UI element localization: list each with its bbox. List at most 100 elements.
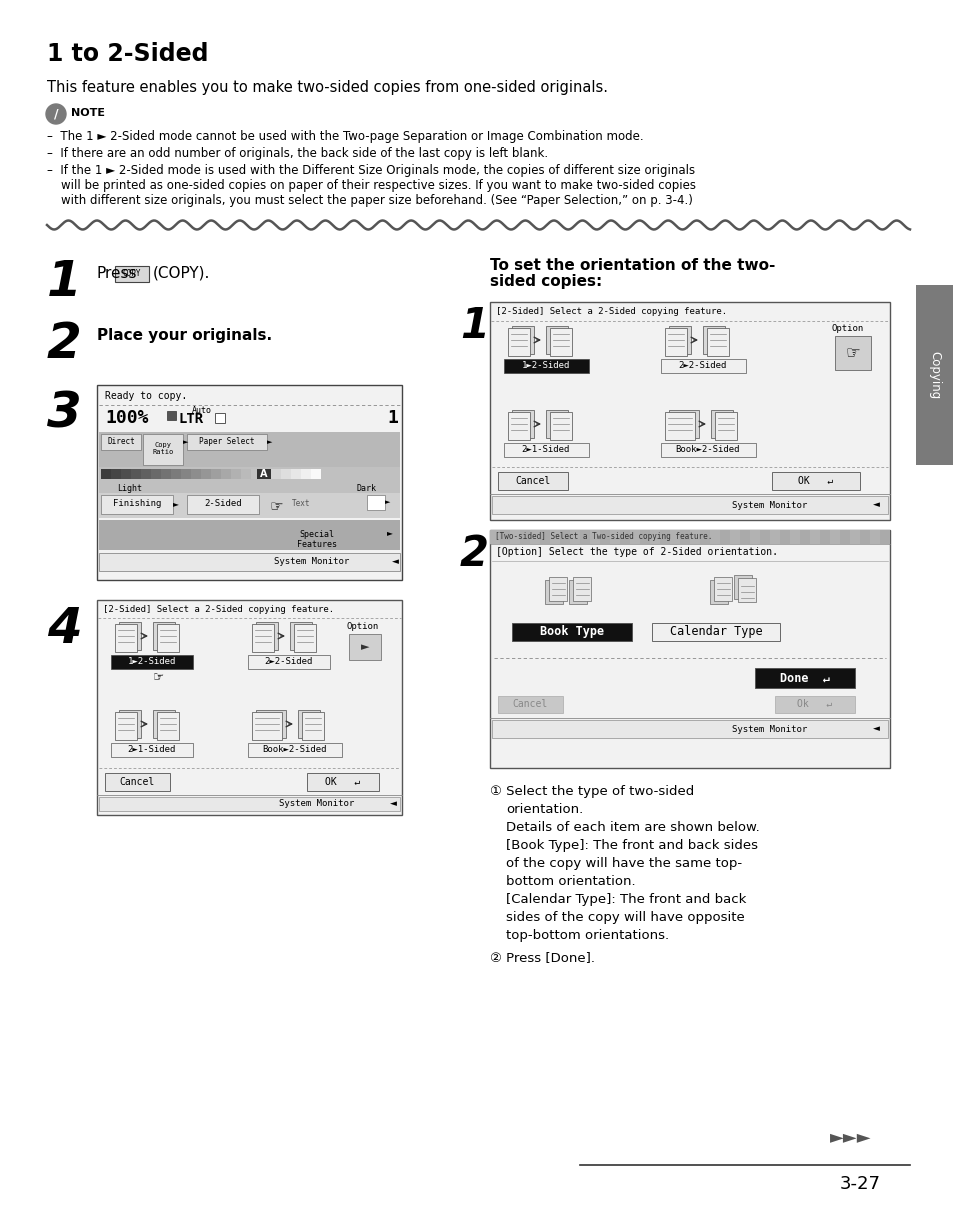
Bar: [115, 625, 137, 652]
Bar: [545, 410, 567, 438]
Bar: [297, 710, 319, 737]
Text: [Two-sided] Select a Two-sided copying feature.: [Two-sided] Select a Two-sided copying f…: [495, 533, 712, 541]
Bar: [111, 655, 193, 669]
Bar: [191, 469, 201, 479]
Text: Paper Select: Paper Select: [199, 438, 254, 447]
Text: 3: 3: [47, 390, 82, 438]
Bar: [101, 494, 172, 514]
Bar: [714, 412, 737, 440]
Text: Book Type: Book Type: [539, 626, 603, 638]
Bar: [187, 494, 258, 514]
Bar: [151, 469, 161, 479]
Text: COPY: COPY: [123, 270, 141, 279]
Text: ① Select the type of two-sided: ① Select the type of two-sided: [490, 785, 694, 798]
Text: Ready to copy.: Ready to copy.: [105, 391, 187, 401]
Bar: [709, 580, 727, 604]
Text: ►: ►: [360, 642, 369, 652]
Text: 2-Sided: 2-Sided: [204, 499, 241, 508]
Text: Details of each item are shown below.: Details of each item are shown below.: [505, 821, 759, 834]
Text: bottom orientation.: bottom orientation.: [505, 875, 635, 888]
Text: 2: 2: [47, 320, 82, 368]
Bar: [157, 625, 179, 652]
Bar: [141, 469, 151, 479]
Bar: [512, 623, 631, 640]
Bar: [119, 622, 141, 650]
Text: 2►1-Sided: 2►1-Sided: [128, 746, 176, 755]
Bar: [710, 410, 732, 438]
Text: 1►2-Sided: 1►2-Sided: [128, 658, 176, 666]
Bar: [490, 530, 889, 768]
Bar: [281, 469, 291, 479]
Bar: [121, 469, 131, 479]
Text: [2-Sided] Select a 2-Sided copying feature.: [2-Sided] Select a 2-Sided copying featu…: [496, 307, 726, 317]
Bar: [492, 496, 887, 514]
Text: ►: ►: [172, 499, 178, 508]
Text: Copy
Ratio: Copy Ratio: [152, 443, 173, 455]
Bar: [111, 469, 121, 479]
Bar: [512, 326, 534, 355]
Text: Ok   ↵: Ok ↵: [797, 699, 832, 709]
Text: Cancel: Cancel: [512, 699, 547, 709]
Text: 1: 1: [459, 306, 489, 347]
Bar: [294, 625, 315, 652]
Bar: [651, 623, 780, 640]
Text: System Monitor: System Monitor: [732, 724, 807, 734]
Bar: [544, 580, 562, 604]
Bar: [569, 530, 579, 544]
Text: Cancel: Cancel: [119, 777, 154, 787]
Text: 1: 1: [387, 409, 397, 427]
Bar: [231, 469, 241, 479]
Text: ►: ►: [385, 499, 390, 506]
Text: LTR: LTR: [179, 412, 204, 426]
Bar: [256, 469, 271, 479]
Text: Finishing: Finishing: [112, 499, 161, 508]
Bar: [307, 773, 378, 791]
Text: Cancel: Cancel: [515, 476, 550, 486]
Bar: [171, 469, 181, 479]
Text: Direct: Direct: [107, 438, 134, 447]
Text: ◄: ◄: [390, 800, 396, 809]
Bar: [490, 530, 499, 544]
Bar: [111, 744, 193, 757]
Bar: [115, 266, 149, 282]
Text: Copying: Copying: [927, 351, 941, 399]
Bar: [99, 553, 399, 571]
Bar: [181, 469, 191, 479]
Text: ◄: ◄: [872, 724, 879, 734]
Bar: [251, 469, 261, 479]
Bar: [143, 434, 183, 465]
Text: [2-Sided] Select a 2-Sided copying feature.: [2-Sided] Select a 2-Sided copying featu…: [103, 605, 334, 614]
Text: with different size originals, you must select the paper size beforehand. (See “: with different size originals, you must …: [61, 194, 692, 207]
Bar: [774, 696, 854, 713]
Text: Place your originals.: Place your originals.: [97, 328, 272, 344]
Text: 4: 4: [47, 605, 82, 653]
Bar: [119, 710, 141, 737]
Bar: [241, 469, 251, 479]
Bar: [490, 302, 889, 520]
Bar: [201, 469, 211, 479]
Bar: [99, 798, 399, 811]
Bar: [548, 577, 566, 601]
Text: orientation.: orientation.: [505, 802, 582, 816]
Text: top-bottom orientations.: top-bottom orientations.: [505, 929, 668, 942]
Bar: [849, 530, 859, 544]
Bar: [497, 696, 562, 713]
Text: 2►2-Sided: 2►2-Sided: [679, 362, 726, 371]
Bar: [211, 469, 221, 479]
Bar: [497, 472, 567, 490]
Bar: [573, 577, 590, 601]
Bar: [550, 530, 559, 544]
Text: –  If there are an odd number of originals, the back side of the last copy is le: – If there are an odd number of original…: [47, 147, 548, 160]
Bar: [660, 443, 755, 456]
Text: (COPY).: (COPY).: [152, 266, 211, 281]
Text: To set the orientation of the two-: To set the orientation of the two-: [490, 258, 775, 272]
Bar: [664, 328, 686, 356]
Bar: [749, 530, 760, 544]
Text: ►: ►: [387, 529, 393, 537]
Bar: [248, 655, 330, 669]
Text: NOTE: NOTE: [71, 108, 105, 118]
Bar: [568, 580, 586, 604]
Text: Special
Features: Special Features: [296, 530, 336, 550]
Text: ☞: ☞: [270, 499, 283, 514]
Text: Dark: Dark: [356, 483, 376, 493]
